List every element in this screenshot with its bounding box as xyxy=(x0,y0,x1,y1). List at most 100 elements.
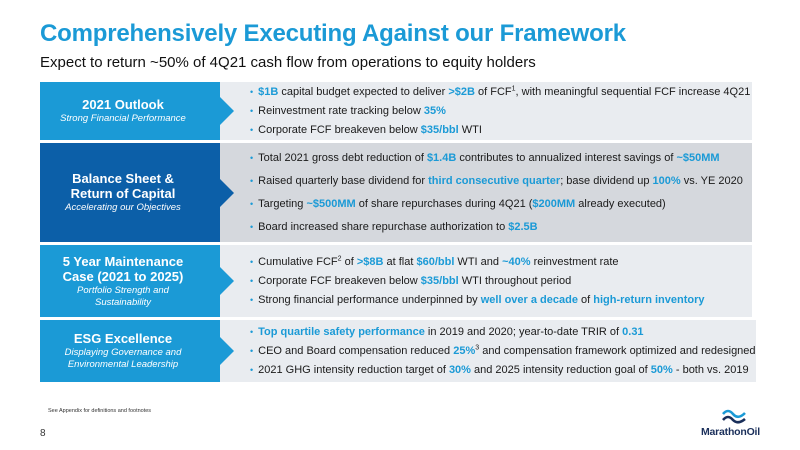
bullet-dot-icon: • xyxy=(250,222,254,232)
page-number: 8 xyxy=(40,428,46,439)
highlight-text: high-return inventory xyxy=(593,294,705,306)
bullet-text: WTI throughout period xyxy=(458,275,572,287)
bullet-dot-icon: • xyxy=(250,106,254,116)
bullet-item: • Top quartile safety performance in 2019… xyxy=(250,325,756,339)
bullet-dot-icon: • xyxy=(250,199,254,209)
bullet-text: Strong financial performance underpinned… xyxy=(258,294,481,306)
bullet-item: • Board increased share repurchase author… xyxy=(250,220,752,234)
highlight-text: 0.31 xyxy=(622,326,644,338)
bullet-item: • $1B capital budget expected to deliver … xyxy=(250,85,752,99)
bullet-dot-icon: • xyxy=(250,176,254,186)
logo-wordmark: MarathonOil xyxy=(700,426,760,438)
highlight-text: 30% xyxy=(448,364,471,376)
row-title: 5 Year Maintenance Case (2021 to 2025) xyxy=(62,253,184,284)
marathon-wave-logo-icon xyxy=(722,409,746,424)
bullet-text: Raised quarterly base dividend for xyxy=(258,175,429,187)
bullet-text: and 2025 intensity reduction goal of xyxy=(470,364,651,376)
bullet-text: Board increased share repurchase authori… xyxy=(258,221,509,233)
bullet-list: • $1B capital budget expected to deliver … xyxy=(220,82,752,140)
bullet-item: • Reinvestment rate tracking below 35% xyxy=(250,104,752,118)
bullet-dot-icon: • xyxy=(250,153,254,163)
bullet-text: reinvestment rate xyxy=(530,256,619,268)
bullet-item: • 2021 GHG intensity reduction target of … xyxy=(250,363,756,377)
page-subtitle: Expect to return ~50% of 4Q21 cash flow … xyxy=(40,54,536,71)
bullet-item: • Cumulative FCF2 of >$8B at flat $60/bbl… xyxy=(250,255,752,269)
highlight-text: ~$50MM xyxy=(676,152,720,164)
bullet-text: of FCF xyxy=(474,86,512,98)
highlight-text: $60/bbl xyxy=(416,256,455,268)
highlight-text: $1B xyxy=(258,86,279,98)
row-title: 2021 Outlook xyxy=(82,97,164,112)
row-header: 2021 Outlook Strong Financial Performanc… xyxy=(40,82,234,140)
framework-table: 2021 Outlook Strong Financial Performanc… xyxy=(40,82,756,385)
bullet-dot-icon: • xyxy=(250,295,254,305)
highlight-text: well over a decade xyxy=(480,294,578,306)
row-subtitle: Accelerating our Objectives xyxy=(65,202,181,213)
row-balance-sheet: Balance Sheet & Return of Capital Accele… xyxy=(40,143,752,242)
bullet-dot-icon: • xyxy=(250,87,254,97)
bullet-text: 2021 GHG intensity reduction target of xyxy=(258,364,449,376)
bullet-text: Reinvestment rate tracking below xyxy=(258,105,424,117)
company-logo: MarathonOil xyxy=(688,408,760,440)
footnote: See Appendix for definitions and footnot… xyxy=(48,408,152,414)
bullet-text: of xyxy=(341,256,357,268)
highlight-text: third consecutive quarter xyxy=(428,175,561,187)
row-2021-outlook: 2021 Outlook Strong Financial Performanc… xyxy=(40,82,752,140)
bullet-item: • CEO and Board compensation reduced 25%3… xyxy=(250,344,756,358)
bullet-dot-icon: • xyxy=(250,276,254,286)
bullet-item: • Total 2021 gross debt reduction of $1.4… xyxy=(250,151,752,165)
footnote-marker: 3 xyxy=(475,344,480,352)
highlight-text: 50% xyxy=(650,364,673,376)
bullet-dot-icon: • xyxy=(250,125,254,135)
highlight-text: $35/bbl xyxy=(420,275,459,287)
row-title: Balance Sheet & Return of Capital xyxy=(70,171,176,201)
bullet-text: CEO and Board compensation reduced xyxy=(258,345,454,357)
row-header: ESG Excellence Displaying Governance and… xyxy=(40,320,234,382)
highlight-text: 35% xyxy=(423,105,446,117)
bullet-text: Corporate FCF breakeven below xyxy=(258,124,421,136)
bullet-item: • Corporate FCF breakeven below $35/bbl W… xyxy=(250,123,752,137)
bullet-list: • Top quartile safety performance in 2019… xyxy=(220,320,756,382)
highlight-text: $200MM xyxy=(532,198,576,210)
bullet-text: of xyxy=(577,294,594,306)
highlight-text: ~40% xyxy=(502,256,531,268)
bullet-text: at flat xyxy=(383,256,417,268)
bullet-text: contributes to annualized interest savin… xyxy=(456,152,677,164)
bullet-text: WTI xyxy=(458,124,482,136)
bullet-item: • Corporate FCF breakeven below $35/bbl W… xyxy=(250,274,752,288)
highlight-text: ~$500MM xyxy=(306,198,356,210)
bullet-text: ; base dividend up xyxy=(560,175,653,187)
bullet-text: capital budget expected to deliver xyxy=(278,86,449,98)
bullet-item: • Strong financial performance underpinne… xyxy=(250,293,752,307)
bullet-text: in 2019 and 2020; year-to-date TRIR of xyxy=(424,326,623,338)
row-esg-excellence: ESG Excellence Displaying Governance and… xyxy=(40,320,756,382)
row-subtitle: Displaying Governance and Environmental … xyxy=(64,347,182,370)
bullet-text: Total 2021 gross debt reduction of xyxy=(258,152,427,164)
row-title: ESG Excellence xyxy=(73,331,173,346)
row-maintenance-case: 5 Year Maintenance Case (2021 to 2025) P… xyxy=(40,245,752,317)
highlight-text: $2.5B xyxy=(508,221,538,233)
row-subtitle: Strong Financial Performance xyxy=(60,113,186,124)
bullet-text: vs. YE 2020 xyxy=(680,175,743,187)
row-header: 5 Year Maintenance Case (2021 to 2025) P… xyxy=(40,245,234,317)
bullet-list: • Cumulative FCF2 of >$8B at flat $60/bbl… xyxy=(220,245,752,317)
bullet-text: Cumulative FCF xyxy=(258,256,338,268)
highlight-text: 25% xyxy=(453,345,476,357)
highlight-text: Top quartile safety performance xyxy=(258,326,425,338)
bullet-text: , with meaningful sequential FCF increas… xyxy=(515,86,751,98)
row-header: Balance Sheet & Return of Capital Accele… xyxy=(40,143,234,242)
footnote-marker: 2 xyxy=(337,255,342,263)
bullet-list: • Total 2021 gross debt reduction of $1.4… xyxy=(220,143,752,242)
page-title: Comprehensively Executing Against our Fr… xyxy=(40,20,626,47)
bullet-dot-icon: • xyxy=(250,346,254,356)
highlight-text: $1.4B xyxy=(426,152,457,164)
highlight-text: >$2B xyxy=(448,86,475,98)
bullet-text: and compensation framework optimized and… xyxy=(479,345,756,357)
bullet-text: Targeting xyxy=(258,198,307,210)
bullet-text: - both vs. 2019 xyxy=(672,364,749,376)
bullet-text: already executed) xyxy=(575,198,666,210)
bullet-item: • Raised quarterly base dividend for thir… xyxy=(250,174,752,188)
bullet-text: WTI and xyxy=(454,256,503,268)
bullet-dot-icon: • xyxy=(250,327,254,337)
footnote-marker: 1 xyxy=(511,85,516,93)
